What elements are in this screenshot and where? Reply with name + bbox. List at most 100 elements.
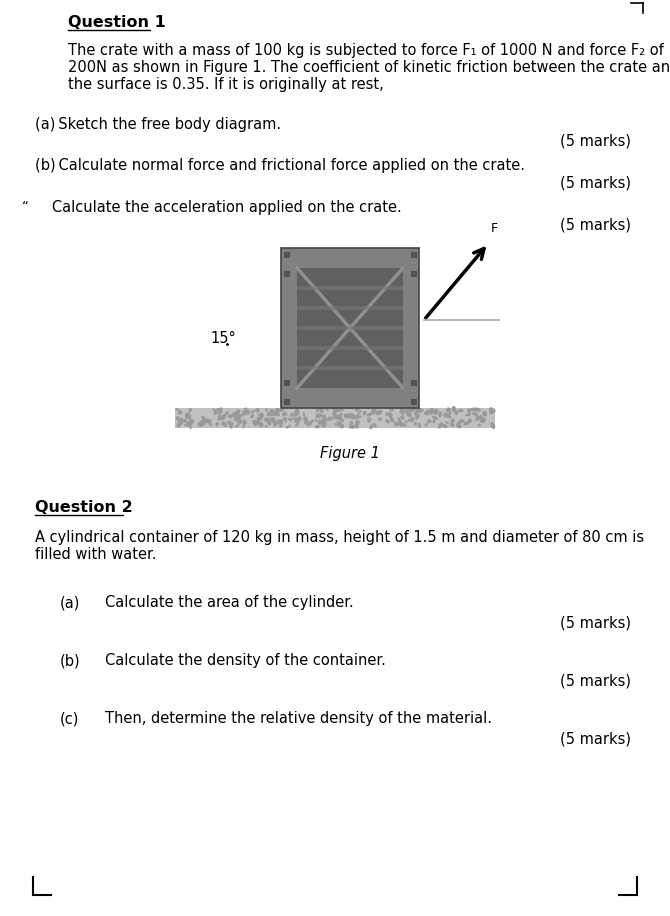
Ellipse shape xyxy=(355,407,359,411)
Ellipse shape xyxy=(337,407,341,412)
Ellipse shape xyxy=(176,416,180,420)
Text: Question 2: Question 2 xyxy=(35,500,133,515)
Ellipse shape xyxy=(458,425,462,429)
Text: (b): (b) xyxy=(60,653,80,668)
Ellipse shape xyxy=(406,409,411,412)
Ellipse shape xyxy=(275,408,279,414)
Ellipse shape xyxy=(257,416,261,422)
Ellipse shape xyxy=(443,412,448,418)
Ellipse shape xyxy=(316,414,320,418)
Ellipse shape xyxy=(180,421,183,425)
Text: (5 marks): (5 marks) xyxy=(560,217,631,232)
Ellipse shape xyxy=(399,420,403,425)
Ellipse shape xyxy=(175,408,180,411)
Ellipse shape xyxy=(320,413,324,418)
Bar xyxy=(281,388,419,408)
Ellipse shape xyxy=(316,408,320,413)
Ellipse shape xyxy=(238,413,241,418)
Ellipse shape xyxy=(474,408,481,411)
Ellipse shape xyxy=(279,418,285,422)
Ellipse shape xyxy=(311,420,314,422)
Ellipse shape xyxy=(433,419,436,423)
Ellipse shape xyxy=(279,424,283,428)
Ellipse shape xyxy=(273,422,278,427)
Bar xyxy=(297,325,403,330)
Ellipse shape xyxy=(283,412,287,416)
Ellipse shape xyxy=(306,421,310,425)
Ellipse shape xyxy=(218,408,222,413)
Text: F: F xyxy=(490,223,497,235)
Bar xyxy=(281,248,419,408)
Ellipse shape xyxy=(252,420,257,424)
Ellipse shape xyxy=(371,410,375,415)
Bar xyxy=(411,399,416,404)
Ellipse shape xyxy=(385,412,389,416)
Text: the surface is 0.35. If it is originally at rest,: the surface is 0.35. If it is originally… xyxy=(68,77,384,92)
Ellipse shape xyxy=(270,417,275,423)
Ellipse shape xyxy=(303,417,308,421)
Ellipse shape xyxy=(332,408,336,412)
Ellipse shape xyxy=(328,417,334,420)
Bar xyxy=(297,345,403,350)
Ellipse shape xyxy=(267,412,271,417)
Ellipse shape xyxy=(322,417,326,423)
Ellipse shape xyxy=(241,411,246,417)
Ellipse shape xyxy=(288,418,291,421)
Text: Calculate the acceleration applied on the crate.: Calculate the acceleration applied on th… xyxy=(38,200,402,215)
Ellipse shape xyxy=(398,418,401,424)
Ellipse shape xyxy=(265,425,267,428)
Ellipse shape xyxy=(212,409,218,413)
Bar xyxy=(284,252,289,257)
Ellipse shape xyxy=(185,421,192,426)
Ellipse shape xyxy=(200,424,204,427)
Ellipse shape xyxy=(229,421,233,427)
Ellipse shape xyxy=(216,422,219,425)
Ellipse shape xyxy=(176,422,181,428)
Ellipse shape xyxy=(222,414,227,419)
Ellipse shape xyxy=(354,415,359,420)
Ellipse shape xyxy=(201,416,206,420)
Ellipse shape xyxy=(247,409,250,413)
Text: (5 marks): (5 marks) xyxy=(560,615,631,630)
Ellipse shape xyxy=(394,421,399,426)
Text: 15°: 15° xyxy=(210,331,236,346)
Ellipse shape xyxy=(259,417,263,420)
Ellipse shape xyxy=(463,421,470,425)
Ellipse shape xyxy=(490,423,495,429)
Text: “: “ xyxy=(22,200,29,213)
Ellipse shape xyxy=(482,411,487,415)
Ellipse shape xyxy=(375,409,379,416)
Ellipse shape xyxy=(408,419,412,423)
Ellipse shape xyxy=(185,413,189,420)
Bar xyxy=(297,286,403,289)
Text: (5 marks): (5 marks) xyxy=(560,673,631,688)
Ellipse shape xyxy=(185,414,188,419)
Ellipse shape xyxy=(221,416,225,420)
Ellipse shape xyxy=(318,420,323,425)
Ellipse shape xyxy=(491,421,494,428)
Ellipse shape xyxy=(188,409,191,413)
Ellipse shape xyxy=(243,419,246,426)
Bar xyxy=(281,248,297,408)
Ellipse shape xyxy=(242,410,247,413)
Ellipse shape xyxy=(432,416,438,420)
Ellipse shape xyxy=(404,420,409,422)
Ellipse shape xyxy=(356,416,362,419)
Ellipse shape xyxy=(429,408,435,412)
Ellipse shape xyxy=(426,409,429,415)
Ellipse shape xyxy=(293,417,295,420)
Ellipse shape xyxy=(350,414,355,420)
Ellipse shape xyxy=(414,411,418,416)
Ellipse shape xyxy=(227,420,232,424)
Ellipse shape xyxy=(336,421,342,424)
Ellipse shape xyxy=(335,409,340,412)
Ellipse shape xyxy=(322,422,324,428)
Ellipse shape xyxy=(237,420,242,424)
Ellipse shape xyxy=(338,408,344,411)
Ellipse shape xyxy=(208,421,212,426)
Ellipse shape xyxy=(273,421,277,425)
Ellipse shape xyxy=(238,417,241,422)
Ellipse shape xyxy=(199,421,202,424)
Ellipse shape xyxy=(349,422,352,426)
Ellipse shape xyxy=(190,409,192,411)
